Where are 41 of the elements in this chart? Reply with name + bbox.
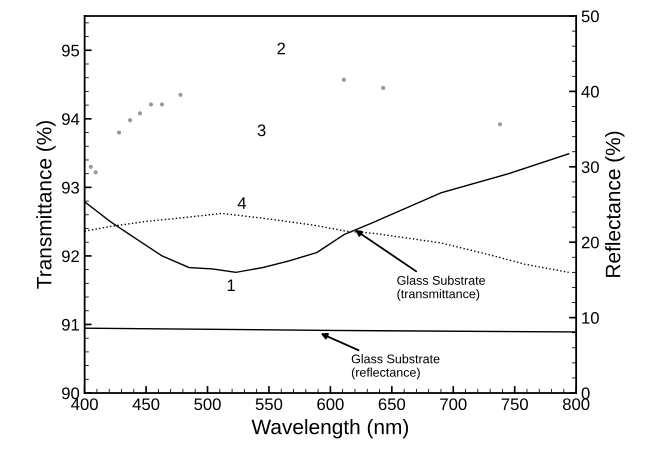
x-tick-label: 650 <box>378 398 406 410</box>
x-tick-label: 450 <box>132 398 160 410</box>
annotation: 3 <box>258 124 266 136</box>
point <box>498 122 502 126</box>
y2-tick-label: 30 <box>582 161 599 174</box>
series-label: 4 <box>238 197 246 209</box>
y2-tick-label: 20 <box>582 236 599 248</box>
x-tick-label: 400 <box>71 398 98 410</box>
series-label: 1 <box>228 280 235 292</box>
annotation: 2 <box>277 42 286 54</box>
point <box>381 86 386 90</box>
point <box>94 170 98 174</box>
y2-axis-title: Reflectance (%) <box>605 132 624 277</box>
point <box>88 164 93 169</box>
x-tick-label: 800 <box>562 398 590 410</box>
y-tick-label: 92 <box>62 250 79 262</box>
point <box>138 111 142 116</box>
y2-tick-label: 0 <box>582 387 590 400</box>
y-axis-title: Transmittance (%) <box>36 121 56 289</box>
x-tick-label: 500 <box>194 398 221 410</box>
x-tick-label: 700 <box>440 398 467 410</box>
point <box>116 130 122 135</box>
x-axis-title: Wavelength (nm) <box>252 418 408 438</box>
point <box>178 92 183 97</box>
y2-tick-label: 50 <box>582 10 599 22</box>
y-tick-label: 93 <box>62 182 80 194</box>
y-tick-label: 94 <box>62 113 80 126</box>
point <box>160 102 164 107</box>
point <box>342 78 346 82</box>
annotation: Glass Substrate (reflectance) <box>352 354 440 380</box>
point <box>148 102 154 107</box>
y-tick-label: 90 <box>62 387 80 400</box>
y-tick-label: 95 <box>62 44 80 56</box>
x-tick-label: 750 <box>502 398 528 410</box>
y-tick-label: 91 <box>62 318 79 331</box>
point <box>128 118 132 122</box>
y2-tick-label: 40 <box>581 86 599 98</box>
x-tick-label: 550 <box>256 398 282 410</box>
y2-tick-label: 10 <box>582 312 599 324</box>
x-tick-label: 600 <box>317 398 344 410</box>
annotation: Glass Substrate (transmittance) <box>397 276 485 301</box>
